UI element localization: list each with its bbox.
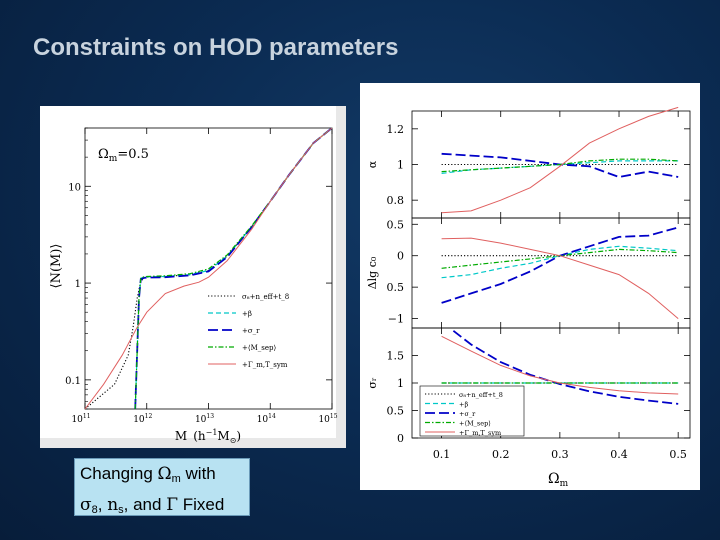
series-line-red-solid xyxy=(441,237,679,319)
y-tick-label: 1 xyxy=(75,279,81,290)
legend: σ₈+n_eff+t_8 +β+σ_r +⟨M_sep⟩+Γ_m,T_sym xyxy=(419,385,525,437)
series-line-blue-longdash xyxy=(452,330,679,405)
x-tick-label: 0.2 xyxy=(492,448,510,461)
y-tick-label: 0.5 xyxy=(387,405,405,418)
y-axis-label: σᵣ xyxy=(366,377,379,389)
y-tick-label: 0 xyxy=(397,432,404,445)
x-tick-label: 1012 xyxy=(133,413,152,425)
legend-label: +⟨M_sep⟩ xyxy=(242,344,276,352)
series-line-green-dashdot xyxy=(441,158,679,173)
omega-annotation: Ωm=0.5 xyxy=(98,147,149,164)
y-tick-label: 0.1 xyxy=(65,376,81,387)
legend: σ₈+n_eff+t_8 +β +σ_r +⟨M_sep⟩ +Γ_m,T_sym xyxy=(208,293,289,369)
y-tick-label: 0.8 xyxy=(387,194,405,207)
y-axis-label: α xyxy=(366,160,379,168)
legend-label: +β xyxy=(242,310,252,318)
y-tick-label: 0.5 xyxy=(387,281,405,294)
y-tick-label: 1 xyxy=(397,159,404,172)
x-tick-label: 1015 xyxy=(318,413,337,425)
x-tick-label: 0.5 xyxy=(669,448,687,461)
y-tick-label: 1.2 xyxy=(387,123,405,136)
omega-chart-panel: 0.8 1 1.2 α 0.5 0 0.5 −1 Δlg c₀ 0 0.5 1 1.5 σᵣ 0.1 0.2… xyxy=(360,83,700,490)
x-tick-label: 1011 xyxy=(71,413,90,425)
caption-box: Changing Ωm with σ8, ns, and Γ Fixed xyxy=(74,458,250,516)
slide-title: Constraints on HOD parameters xyxy=(33,34,399,61)
legend-label: +σ_r xyxy=(459,410,476,418)
x-axis-label: M (h−1M⊙) xyxy=(175,428,241,445)
legend-label: σ₈+n_eff+t_8 xyxy=(459,391,503,399)
omega-chart: 0.8 1 1.2 α 0.5 0 0.5 −1 Δlg c₀ 0 0.5 1 1.5 σᵣ 0.1 0.2… xyxy=(360,83,700,490)
y-tick-label: 0.5 xyxy=(387,218,405,231)
y-axis-label: ⟨N(M)⟩ xyxy=(49,244,64,289)
hod-chart: 0.1 1 10 1011 1012 1013 1014 1015 Ωm=0.5 ⟨N(M)… xyxy=(40,106,346,448)
legend-label: +Γ_m,T_sym xyxy=(242,361,288,369)
x-tick-label: 0.3 xyxy=(551,448,569,461)
caption-line-1: Changing Ωm with xyxy=(80,464,216,485)
legend-label: +β xyxy=(459,401,468,409)
series-line-red-solid xyxy=(441,335,679,395)
y-tick-label: 0 xyxy=(397,250,404,263)
x-tick-label: 1013 xyxy=(195,413,214,425)
y-tick-label: 1.5 xyxy=(387,350,405,363)
series-line-red-solid xyxy=(84,127,333,410)
caption-line-2: σ8, ns, and Γ Fixed xyxy=(80,495,225,516)
subplot-2: 0.5 0 0.5 −1 Δlg c₀ xyxy=(366,217,691,329)
y-tick-label: 1 xyxy=(397,377,404,390)
x-tick-label: 0.1 xyxy=(433,448,451,461)
x-tick-label: 1014 xyxy=(257,413,276,425)
legend-label: +⟨M_sep⟩ xyxy=(459,420,491,428)
subplot-3: 0 0.5 1 1.5 σᵣ xyxy=(366,327,691,445)
series-line-green-dashdot xyxy=(134,127,333,410)
series-line-red-solid xyxy=(441,106,679,214)
hod-chart-panel: 0.1 1 10 1011 1012 1013 1014 1015 Ωm=0.5 ⟨N(M)… xyxy=(40,106,346,448)
y-tick-label: −1 xyxy=(388,313,404,326)
x-tick-label: 0.4 xyxy=(610,448,628,461)
x-axis-label: Ωm xyxy=(548,471,569,489)
legend-label: σ₈+n_eff+t_8 xyxy=(242,293,289,301)
legend-box xyxy=(419,385,525,437)
legend-label: +Γ_m,T_sym xyxy=(459,429,501,437)
y-tick-label: 10 xyxy=(68,182,81,193)
legend-label: +σ_r xyxy=(242,327,260,335)
y-axis-label: Δlg c₀ xyxy=(366,256,379,289)
